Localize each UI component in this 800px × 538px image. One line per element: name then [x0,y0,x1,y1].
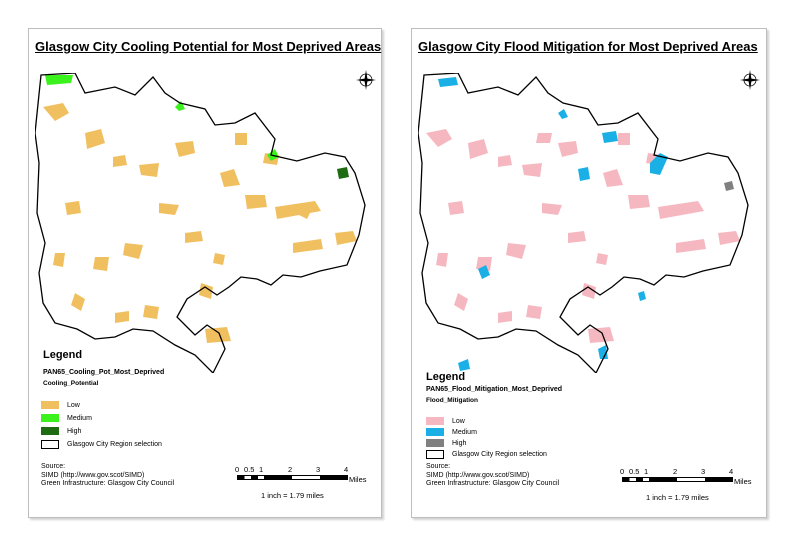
legend-label: Medium [67,414,92,422]
cooling-potential-map [35,73,366,373]
flood-low-patches [426,129,740,343]
legend-label: High [67,427,82,435]
source-line: Green Infrastructure: Glasgow City Counc… [41,480,175,487]
legend-swatch-high [41,427,59,435]
legend-field-name: Flood_Mitigation [426,397,478,404]
legend-swatch-outline [426,450,444,459]
scale-tick: 1 [259,465,264,474]
legend-layer-name: PAN65_Flood_Mitigation_Most_Deprived [426,386,563,393]
legend-heading: Legend [426,371,466,383]
legend-item-low: Low [426,417,465,425]
legend-item-region: Glasgow City Region selection [41,440,162,449]
cooling-low-patches [43,103,357,343]
legend-field-name: Cooling_Potential [43,380,99,387]
scale-ratio: 1 inch = 1.79 miles [646,493,709,502]
scale-ratio: 1 inch = 1.79 miles [261,491,324,500]
scale-tick: 3 [701,467,706,476]
glasgow-city-boundary [418,73,749,373]
legend-heading: Legend [43,349,83,361]
legend-item-medium: Medium [41,414,92,422]
legend-item-high: High [426,439,466,447]
source-line: SIMD (http://www.gov.scot/SIMD) [426,471,530,479]
source-line: Source: [426,463,451,470]
flood-high-patches [724,181,734,191]
scale-tick: 4 [344,465,349,474]
legend-label: Glasgow City Region selection [67,441,162,448]
scale-tick: 1 [644,467,649,476]
north-arrow-icon [356,70,376,90]
legend-swatch-low [41,401,59,409]
scale-tick: 0.5 [244,465,255,474]
flood-map-panel: Glasgow City Flood Mitigation for Most D… [411,28,767,518]
legend-label: Low [452,417,465,425]
flood-mitigation-map [418,73,749,373]
legend-swatch-medium [41,414,59,422]
map-title: Glasgow City Flood Mitigation for Most D… [418,39,758,54]
source-line: Green Infrastructure: Glasgow City Counc… [426,480,560,487]
glasgow-city-boundary [35,73,366,373]
scale-unit: Miles [734,477,752,486]
legend-label: Glasgow City Region selection [452,451,547,458]
legend-label: Low [67,401,80,409]
scale-tick: 0 [620,467,625,476]
north-arrow-icon [740,70,760,90]
scale-tick: 0.5 [629,467,640,476]
scale-tick: 2 [288,465,293,474]
scale-unit: Miles [349,475,367,484]
scale-bar: 0 0.5 1 2 3 4 Miles 1 inch = 1.79 miles [620,467,752,507]
source-note: Source: SIMD (http://www.gov.scot/SIMD) … [426,463,566,489]
scale-tick: 0 [235,465,240,474]
scale-bar-graphic [237,475,348,480]
legend-swatch-medium [426,428,444,436]
map-title: Glasgow City Cooling Potential for Most … [35,39,382,54]
legend-swatch-outline [41,440,59,449]
legend-layer-name: PAN65_Cooling_Pot_Most_Deprived [43,369,165,376]
legend-label: High [452,439,467,447]
legend-swatch-low [426,417,444,425]
source-note: Source: SIMD (http://www.gov.scot/SIMD) … [41,463,181,489]
cooling-high-patches [337,167,349,179]
legend-item-region: Glasgow City Region selection [426,450,547,459]
scale-tick: 2 [673,467,678,476]
scale-tick: 4 [729,467,734,476]
legend-item-low: Low [41,401,80,409]
scale-bar: 0 0.5 1 2 3 4 Miles 1 inch = 1.79 miles [235,465,367,505]
source-line: Source: [41,463,66,470]
legend-item-high: High [41,427,81,435]
scale-bar-graphic [622,477,733,482]
flood-medium-patches [438,77,668,371]
scale-tick: 3 [316,465,321,474]
legend-label: Medium [452,428,477,436]
legend-swatch-high [426,439,444,447]
cooling-map-panel: Glasgow City Cooling Potential for Most … [28,28,382,518]
source-line: SIMD (http://www.gov.scot/SIMD) [41,471,145,479]
legend-item-medium: Medium [426,428,477,436]
